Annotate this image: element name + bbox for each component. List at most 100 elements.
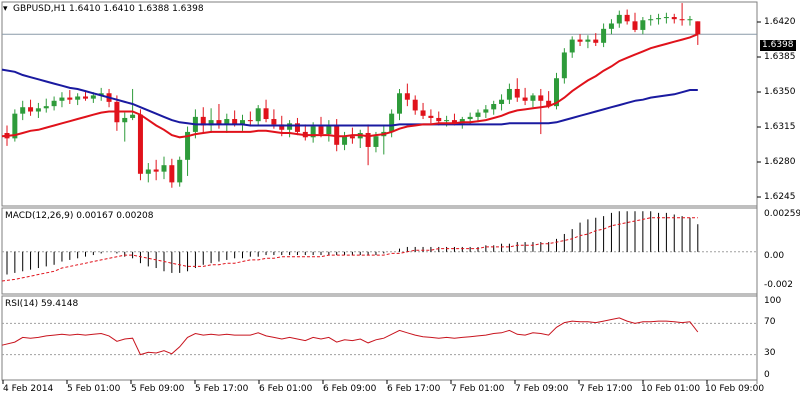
- candle-body: [530, 95, 536, 101]
- candle-body: [491, 104, 497, 110]
- candle-body: [51, 100, 57, 107]
- candles-layer: [4, 3, 701, 188]
- y-tick-label: 1.6245: [764, 192, 796, 202]
- candle-body: [695, 21, 701, 35]
- candle-body: [451, 120, 457, 124]
- candle-body: [145, 169, 151, 174]
- y-tick-label: 1.6385: [764, 52, 796, 62]
- candle-body: [538, 95, 544, 101]
- candle-body: [137, 114, 143, 174]
- candle-body: [467, 116, 473, 120]
- x-tick-label: 7 Feb 01:00: [451, 384, 505, 394]
- candle-body: [35, 108, 41, 112]
- candle-body: [412, 99, 418, 111]
- candle-body: [28, 107, 34, 112]
- candle-body: [185, 131, 191, 160]
- candle-body: [679, 19, 685, 21]
- candle-body: [608, 23, 614, 29]
- x-tick-label: 4 Feb 2014: [3, 384, 54, 394]
- candle-body: [130, 114, 136, 118]
- candle-body: [122, 117, 128, 123]
- candle-body: [200, 116, 206, 126]
- rsi-tick-label: 0: [764, 370, 770, 380]
- x-tick-label: 5 Feb 17:00: [195, 384, 249, 394]
- macd-tick-label: 0.00: [764, 251, 785, 261]
- rsi-tick-label: 30: [764, 348, 776, 358]
- x-tick-label: 6 Feb 09:00: [323, 384, 377, 394]
- candle-body: [75, 96, 81, 100]
- candle-body: [585, 39, 591, 42]
- candle-body: [632, 21, 638, 30]
- candle-body: [216, 120, 222, 125]
- candle-body: [506, 88, 512, 100]
- candle-body: [326, 125, 332, 135]
- axis-ticks: [2, 21, 761, 384]
- candle-body: [365, 132, 371, 147]
- candle-body: [334, 125, 340, 145]
- candle-body: [577, 39, 583, 42]
- macd-signal-line: [1, 217, 698, 282]
- candle-body: [640, 20, 646, 30]
- candle-body: [499, 99, 505, 104]
- candle-body: [687, 19, 693, 21]
- ma-slow-line: [1, 68, 698, 127]
- candle-body: [271, 119, 277, 125]
- x-tick-label: 5 Feb 09:00: [131, 384, 185, 394]
- y-tick-label: 1.6315: [764, 122, 796, 132]
- candle-body: [554, 78, 559, 107]
- y-tick-label: 1.6280: [764, 157, 796, 167]
- candle-body: [459, 119, 465, 124]
- candle-body: [420, 110, 426, 116]
- candle-body: [624, 14, 630, 22]
- candle-body: [294, 123, 300, 132]
- x-tick-label: 5 Feb 01:00: [67, 384, 121, 394]
- x-tick-label: 10 Feb 09:00: [705, 384, 765, 394]
- candle-body: [318, 126, 324, 135]
- candle-body: [83, 96, 88, 99]
- candle-body: [514, 88, 520, 98]
- candle-body: [671, 17, 677, 20]
- candle-body: [483, 109, 489, 113]
- candle-body: [247, 120, 253, 122]
- macd-layer: [1, 211, 757, 282]
- candle-body: [444, 120, 450, 122]
- candle-body: [12, 113, 18, 139]
- candle-body: [593, 39, 599, 43]
- rsi-layer: [1, 317, 757, 356]
- candle-body: [255, 108, 261, 122]
- candle-body: [656, 18, 662, 20]
- candle-body: [208, 120, 214, 126]
- macd-tick-label: -0.002: [764, 280, 794, 290]
- candle-body: [404, 93, 410, 100]
- candle-body: [373, 136, 379, 147]
- moving-averages: [1, 33, 699, 139]
- candle-body: [43, 106, 49, 109]
- x-tick-label: 7 Feb 17:00: [579, 384, 633, 394]
- candle-body: [663, 17, 669, 19]
- panel-frames: [1, 1, 758, 384]
- candle-body: [98, 93, 104, 96]
- candle-body: [240, 120, 245, 125]
- macd-header: MACD(12,26,9) 0.00167 0.00208: [5, 211, 154, 221]
- main-header: GBPUSD,H1 1.6410 1.6410 1.6388 1.6398: [13, 4, 204, 14]
- candle-body: [279, 124, 285, 130]
- candle-body: [59, 97, 65, 101]
- x-tick-label: 6 Feb 17:00: [387, 384, 441, 394]
- candle-body: [287, 123, 293, 130]
- y-tick-label: 1.6350: [764, 87, 796, 97]
- candle-body: [616, 14, 622, 24]
- rsi-line: [1, 317, 699, 356]
- x-tick-label: 10 Feb 01:00: [641, 384, 701, 394]
- candle-body: [20, 107, 26, 114]
- candle-body: [428, 115, 434, 118]
- panel-border: [1, 295, 758, 381]
- candle-body: [389, 113, 395, 132]
- x-tick-label: 6 Feb 01:00: [259, 384, 313, 394]
- rsi-header: RSI(14) 59.4148: [5, 299, 79, 309]
- candle-body: [310, 126, 316, 138]
- current-price-label: 1.6398: [760, 40, 796, 51]
- candle-body: [561, 52, 567, 79]
- symbol-icon[interactable]: ▾: [3, 4, 8, 14]
- rsi-tick-label: 100: [764, 296, 782, 306]
